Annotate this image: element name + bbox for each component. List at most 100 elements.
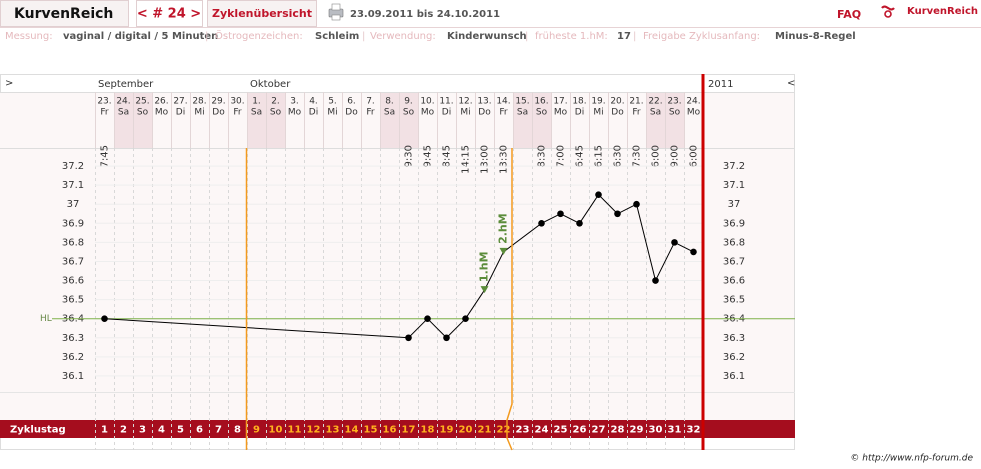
time-label: 7:45 xyxy=(100,145,111,167)
temperature-line xyxy=(104,193,694,339)
month-label: September xyxy=(98,79,154,90)
logo-text: KurvenReich xyxy=(907,6,978,17)
weekday-label: So xyxy=(403,108,415,118)
cycle-day: 22 xyxy=(497,425,511,436)
y-tick-label: 36.8 xyxy=(62,237,84,248)
date-label: 1. xyxy=(252,97,261,107)
y2-tick-label: 36.5 xyxy=(723,295,745,306)
cycle-day: 23 xyxy=(516,425,530,436)
weekday-label: Mo xyxy=(155,108,169,118)
y-tick-label: 36.9 xyxy=(62,218,84,229)
right-axis-background xyxy=(703,92,794,420)
weekend-shade xyxy=(665,93,684,148)
time-label: 8:45 xyxy=(442,145,453,167)
cycle-day: 12 xyxy=(307,425,321,436)
cover-line-label: HL xyxy=(40,314,52,324)
app-name[interactable]: KurvenReich xyxy=(14,6,113,22)
temperature-point xyxy=(424,315,431,322)
nav-box xyxy=(136,0,203,27)
cycle-nav[interactable]: < # 24 > xyxy=(137,7,201,22)
weekday-label: Sa xyxy=(384,108,395,118)
date-label: 6. xyxy=(347,97,356,107)
y-tick-label: 36.1 xyxy=(62,371,84,382)
date-label: 2. xyxy=(271,97,280,107)
cycle-day: 32 xyxy=(687,425,701,436)
date-label: 19. xyxy=(591,97,605,107)
separator: | xyxy=(633,31,636,42)
month-label: Oktober xyxy=(250,79,291,90)
nav-prev[interactable]: > xyxy=(5,78,13,89)
time-label: 6:00 xyxy=(651,145,662,167)
date-label: 24. xyxy=(686,97,700,107)
weekday-label: Mi xyxy=(327,108,337,118)
cycle-day: 31 xyxy=(668,425,682,436)
info-value: Kinderwunsch xyxy=(447,31,527,42)
hm-label: 2.hM xyxy=(497,213,510,244)
cycle-day: 17 xyxy=(402,425,416,436)
hm-label: 1.hM xyxy=(478,251,491,282)
date-label: 30. xyxy=(230,97,244,107)
date-label: 8. xyxy=(385,97,394,107)
temperature-evaluation-line xyxy=(506,148,513,451)
weekday-label: So xyxy=(536,108,548,118)
cycle-day-row xyxy=(0,420,795,438)
weekday-label: Sa xyxy=(118,108,129,118)
cycle-day: 24 xyxy=(535,425,549,436)
cycle-day: 4 xyxy=(158,425,165,436)
y-tick-label: 37 xyxy=(67,199,80,210)
temperature-point xyxy=(633,200,640,208)
weekday-label: Mi xyxy=(593,108,603,118)
weekday-label: So xyxy=(137,108,149,118)
date-label: 10. xyxy=(420,97,434,107)
time-label: 9:30 xyxy=(404,145,415,167)
date-label: 12. xyxy=(458,97,472,107)
faq-link[interactable]: FAQ xyxy=(837,8,861,21)
cycle-day: 20 xyxy=(459,425,473,436)
time-label: 9:00 xyxy=(670,145,681,167)
y-tick-label: 36.3 xyxy=(62,333,84,344)
time-label: 6:45 xyxy=(575,145,586,167)
info-value: 17 xyxy=(617,31,631,42)
overview-link[interactable]: Zyklenübersicht xyxy=(212,7,312,20)
cycle-day: 8 xyxy=(234,425,241,436)
y2-tick-label: 36.7 xyxy=(723,256,745,267)
time-label: 6:00 xyxy=(689,145,700,167)
cycle-day: 1 xyxy=(101,425,108,436)
temperature-point xyxy=(690,248,697,256)
weekday-label: Sa xyxy=(650,108,661,118)
nav-next[interactable]: < xyxy=(787,78,795,89)
date-label: 23. xyxy=(97,97,111,107)
y2-tick-label: 36.6 xyxy=(723,276,745,287)
temperature-point xyxy=(652,277,659,284)
y2-tick-label: 36.3 xyxy=(723,333,745,344)
date-label: 26. xyxy=(154,97,168,107)
weekend-shade xyxy=(532,93,551,148)
y-tick-label: 37.1 xyxy=(62,180,84,191)
cycle-day: 2 xyxy=(120,425,127,436)
weekday-label: Fr xyxy=(100,108,109,118)
y2-tick-label: 36.2 xyxy=(723,352,745,363)
logo-icon xyxy=(881,5,895,18)
time-label: 6:15 xyxy=(594,145,605,167)
date-label: 18. xyxy=(572,97,586,107)
date-label: 16. xyxy=(534,97,548,107)
date-label: 11. xyxy=(439,97,453,107)
separator: | xyxy=(205,31,208,42)
print-icon[interactable] xyxy=(328,3,344,21)
date-label: 28. xyxy=(192,97,206,107)
cycle-day: 10 xyxy=(269,425,283,436)
weekday-label: Mi xyxy=(194,108,204,118)
weekend-shade xyxy=(513,93,532,148)
footer: © http://www.nfp-forum.de xyxy=(850,454,973,464)
weekday-label: Do xyxy=(611,108,624,118)
y2-tick-label: 36.8 xyxy=(723,237,745,248)
date-label: 22. xyxy=(648,97,662,107)
weekday-label: Di xyxy=(442,108,451,118)
cycle-day: 7 xyxy=(215,425,222,436)
info-label: früheste 1.hM: xyxy=(535,31,608,42)
weekday-label: Fr xyxy=(366,108,375,118)
weekday-label: Mo xyxy=(687,108,701,118)
temperature-point xyxy=(557,210,564,218)
weekend-shade xyxy=(399,93,418,148)
time-label: 8:30 xyxy=(537,145,548,167)
